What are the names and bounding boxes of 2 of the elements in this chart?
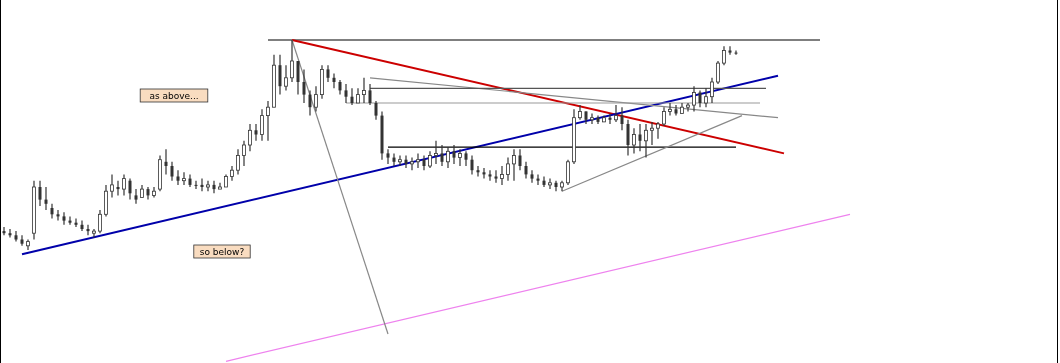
annotation: as above... xyxy=(149,91,199,101)
annotation: so below? xyxy=(199,247,245,257)
